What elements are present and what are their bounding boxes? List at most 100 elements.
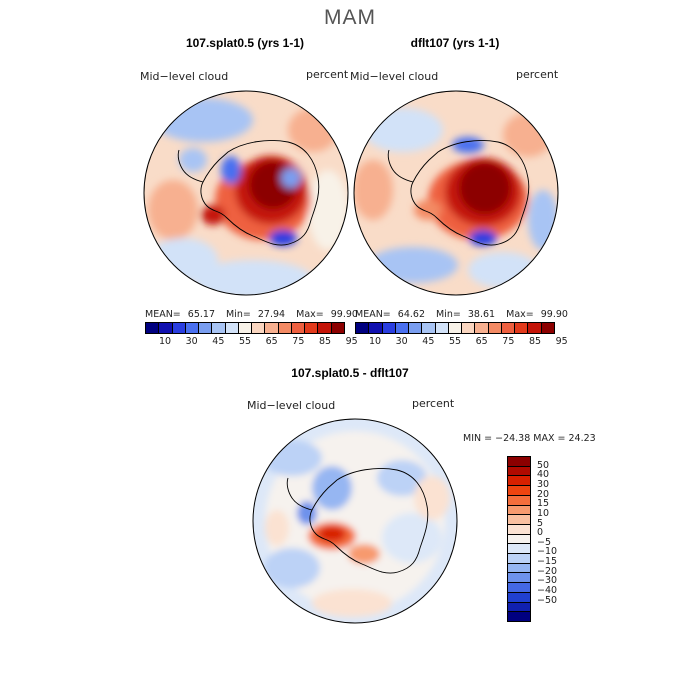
colorbar-tick-label: 55	[238, 336, 252, 347]
diff-panel-minmax: MIN = −24.38 MAX = 24.23	[463, 433, 596, 444]
colorbar-swatch	[395, 323, 410, 333]
colorbar-tick-label: −40	[537, 585, 558, 597]
colorbar-swatch	[475, 323, 489, 333]
panel1-colorbar-labels: 10 30 45 55 65 75 85 95	[145, 334, 358, 347]
colorbar-swatch	[508, 554, 530, 564]
panel2-colorbar-labels: 10 30 45 55 65 75 85 95	[355, 334, 568, 347]
colorbar-tick-label: 20	[537, 488, 550, 500]
panel1-mean-value: 65.17	[187, 309, 215, 320]
colorbar-swatch	[508, 457, 530, 467]
colorbar-swatch	[488, 323, 502, 333]
colorbar-swatch	[508, 612, 530, 621]
colorbar-swatch	[291, 323, 306, 333]
colorbar-swatch	[225, 323, 239, 333]
panel2-colorbar-swatches	[355, 322, 555, 334]
colorbar-tick-label: 95	[345, 336, 358, 347]
colorbar-tick-label: 85	[318, 336, 332, 347]
diff-panel-polar-map	[252, 418, 458, 624]
panel1-colorbar: 10 30 45 55 65 75 85 95	[145, 322, 358, 347]
colorbar-swatch	[508, 486, 530, 496]
colorbar-swatch	[508, 515, 530, 525]
panel2-min-value: 38.61	[467, 309, 496, 320]
colorbar-tick-label: 10	[368, 336, 382, 347]
colorbar-tick-label: 75	[292, 336, 305, 347]
colorbar-tick-label: 45	[422, 336, 435, 347]
colorbar-tick-label: −50	[537, 594, 558, 606]
figure-season-title: MAM	[324, 6, 376, 29]
diff-panel-title: 107.splat0.5 - dflt107	[291, 366, 409, 380]
colorbar-tick-label: 75	[502, 336, 515, 347]
panel1-mean-label: MEAN=	[145, 309, 181, 320]
colorbar-swatch	[508, 524, 530, 535]
colorbar-swatch	[252, 323, 266, 333]
colorbar-swatch	[435, 323, 449, 333]
colorbar-swatch	[265, 323, 279, 333]
panel2-max-value: 99.90	[540, 309, 568, 320]
colorbar-swatch	[409, 323, 423, 333]
colorbar-swatch	[278, 323, 292, 333]
colorbar-tick-label: 55	[448, 336, 462, 347]
panel1-min-label: Min=	[226, 309, 251, 320]
colorbar-swatch	[508, 534, 530, 545]
colorbar-tick-label: −30	[537, 575, 558, 587]
colorbar-swatch	[305, 323, 319, 333]
colorbar-swatch	[159, 323, 173, 333]
colorbar-tick-label: 10	[158, 336, 172, 347]
colorbar-tick-label: 95	[555, 336, 568, 347]
panel2-stats: MEAN= 64.62 Min= 38.61 Max= 99.90	[355, 309, 568, 320]
diff-panel-units-label: percent	[412, 397, 455, 410]
colorbar-tick-label: −10	[537, 546, 558, 558]
colorbar-swatch	[382, 323, 396, 333]
colorbar-swatch	[199, 323, 213, 333]
colorbar-tick-label: 50	[537, 459, 550, 471]
colorbar-swatch	[356, 323, 370, 333]
panel1-title: 107.splat0.5 (yrs 1-1)	[185, 36, 305, 50]
panel2-max-label: Max=	[506, 309, 534, 320]
panel1-min-value: 27.94	[257, 309, 286, 320]
panel1-polar-map	[143, 90, 349, 296]
colorbar-swatch	[515, 323, 529, 333]
colorbar-swatch	[212, 323, 226, 333]
panel2-mean-value: 64.62	[397, 309, 425, 320]
colorbar-tick-label: 0	[537, 527, 544, 539]
colorbar-tick-label: 40	[537, 469, 550, 481]
panel1-colorbar-swatches	[145, 322, 345, 334]
colorbar-swatch	[508, 583, 530, 593]
colorbar-tick-label: 5	[537, 517, 544, 529]
colorbar-swatch	[508, 476, 530, 487]
panel2-title: dflt107 (yrs 1-1)	[410, 36, 500, 50]
panel1-units-label: percent	[306, 68, 349, 81]
panel2-mean-label: MEAN=	[355, 309, 391, 320]
colorbar-swatch	[185, 323, 200, 333]
panel1-stats: MEAN= 65.17 Min= 27.94 Max= 99.90	[145, 309, 358, 320]
colorbar-swatch	[508, 563, 530, 574]
colorbar-swatch	[501, 323, 516, 333]
colorbar-swatch	[172, 323, 186, 333]
colorbar-tick-label: 65	[265, 336, 278, 347]
panel2-units-label: percent	[516, 68, 559, 81]
colorbar-swatch	[318, 323, 332, 333]
colorbar-tick-label: 65	[475, 336, 488, 347]
colorbar-swatch	[508, 544, 530, 555]
colorbar-swatch	[422, 323, 436, 333]
colorbar-swatch	[462, 323, 476, 333]
colorbar-tick-label: 10	[537, 507, 550, 519]
panel2-polar-map	[353, 90, 559, 296]
colorbar-swatch	[508, 495, 530, 506]
colorbar-swatch	[528, 323, 542, 333]
panel1-max-label: Max=	[296, 309, 324, 320]
panel2-colorbar: 10 30 45 55 65 75 85 95	[355, 322, 568, 347]
colorbar-tick-label: 30	[537, 478, 550, 490]
colorbar-tick-label: 30	[185, 336, 198, 347]
colorbar-tick-label: −5	[537, 536, 552, 548]
colorbar-swatch	[508, 466, 530, 477]
colorbar-swatch	[508, 602, 530, 613]
panel2-variable-label: Mid−level cloud	[350, 70, 439, 83]
diff-panel-variable-label: Mid−level cloud	[247, 399, 336, 412]
colorbar-tick-label: 15	[537, 498, 550, 510]
colorbar-swatch	[541, 323, 554, 333]
colorbar-swatch	[238, 323, 253, 333]
colorbar-swatch	[369, 323, 383, 333]
colorbar-swatch	[146, 323, 160, 333]
colorbar-tick-label: −15	[537, 556, 558, 568]
